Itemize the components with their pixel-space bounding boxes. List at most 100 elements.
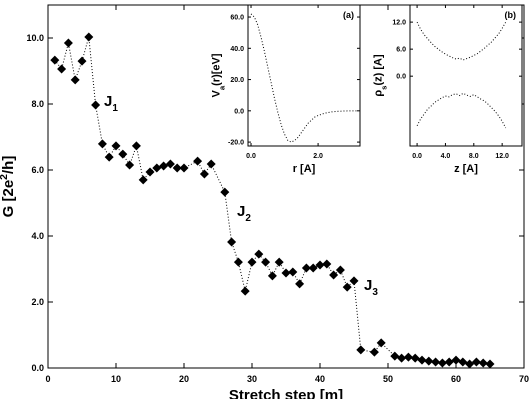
annotation-sub: 3 xyxy=(372,287,378,298)
x-axis-label: z [A] xyxy=(454,163,478,175)
y-axis-label-part: ρ xyxy=(373,90,385,97)
annotation-sub: 1 xyxy=(112,103,118,114)
y-axis-label-part: G [2e xyxy=(0,180,17,218)
y-tick-label: 2.0 xyxy=(31,297,44,307)
y-tick-label: 10.0 xyxy=(26,33,44,43)
data-point xyxy=(125,160,135,170)
data-point xyxy=(349,276,359,286)
annotation: J1 xyxy=(104,93,118,114)
data-point xyxy=(111,141,121,151)
y-tick-label: 0.0 xyxy=(234,108,244,115)
data-point xyxy=(254,249,264,259)
x-tick-label: 60 xyxy=(451,374,461,384)
data-point xyxy=(308,263,318,273)
x-tick-label: 4.0 xyxy=(441,153,451,160)
x-tick-label: 0.0 xyxy=(412,153,422,160)
data-point xyxy=(131,141,141,151)
data-point xyxy=(84,32,94,42)
annotation-text: J xyxy=(364,277,372,294)
y-axis-label: G [2e2/h] xyxy=(0,156,17,218)
data-point xyxy=(227,237,237,247)
data-point xyxy=(322,259,332,269)
data-point xyxy=(397,353,407,363)
x-tick-label: 10 xyxy=(111,374,121,384)
data-point xyxy=(431,357,441,367)
data-point xyxy=(193,156,203,166)
annotation-sub: 2 xyxy=(245,213,251,224)
x-axis-label: Stretch step [m] xyxy=(229,387,343,399)
x-tick-label: 40 xyxy=(315,374,325,384)
x-tick-label: 12.0 xyxy=(495,153,509,160)
y-tick-label: 60.0 xyxy=(230,14,244,21)
data-point xyxy=(417,355,427,365)
data-point xyxy=(356,345,366,355)
y-axis-label: ρs(z) [A] xyxy=(373,54,389,97)
annotation: J2 xyxy=(237,203,251,224)
data-point xyxy=(233,257,243,267)
data-point xyxy=(91,100,101,110)
data-point xyxy=(478,358,488,368)
series-line xyxy=(250,13,359,143)
y-axis-label-part: s xyxy=(379,86,388,90)
data-point xyxy=(118,149,128,159)
y-tick-label: 20.0 xyxy=(230,77,244,84)
x-tick-label: 30 xyxy=(247,374,257,384)
x-tick-label: 8.0 xyxy=(469,153,479,160)
y-axis-label-part: a xyxy=(217,85,226,90)
data-point xyxy=(465,359,475,369)
x-tick-label: 50 xyxy=(383,374,393,384)
data-point xyxy=(329,270,339,280)
data-point xyxy=(390,351,400,361)
data-point xyxy=(376,338,386,348)
data-point xyxy=(240,286,250,296)
data-point xyxy=(451,355,461,365)
x-axis-label: r [A] xyxy=(293,163,316,175)
data-point xyxy=(179,163,189,173)
data-point xyxy=(199,169,209,179)
plot-frame xyxy=(247,4,361,147)
data-point xyxy=(50,55,60,65)
x-tick-label: 0.0 xyxy=(246,153,256,160)
x-tick-label: 20 xyxy=(179,374,189,384)
series-line xyxy=(416,21,507,61)
y-tick-label: 4.0 xyxy=(31,231,44,241)
y-tick-label: 0.0 xyxy=(31,363,44,373)
data-point xyxy=(165,159,175,169)
plot-area xyxy=(410,5,522,146)
annotation-text: J xyxy=(237,203,245,220)
data-point xyxy=(247,257,257,267)
data-point xyxy=(159,161,169,171)
x-tick-label: 70 xyxy=(519,374,529,384)
data-point xyxy=(63,38,73,48)
data-point xyxy=(57,64,67,74)
y-axis-label-part: (r)[eV] xyxy=(211,53,223,86)
data-point xyxy=(437,358,447,368)
annotation-text: J xyxy=(104,93,112,110)
data-point xyxy=(70,75,80,85)
panel-label: (a) xyxy=(343,10,354,20)
y-axis-label-part: /h] xyxy=(0,156,17,174)
y-tick-label: 6.0 xyxy=(31,165,44,175)
data-point xyxy=(369,347,379,357)
data-point xyxy=(281,268,291,278)
annotation: J3 xyxy=(364,277,378,298)
y-axis-label: Va(r)[eV] xyxy=(211,53,227,97)
data-point xyxy=(97,139,107,149)
data-point xyxy=(444,357,454,367)
data-point xyxy=(138,175,148,185)
data-point xyxy=(424,356,434,366)
data-point xyxy=(104,152,114,162)
data-point xyxy=(145,167,155,177)
y-tick-label: 40.0 xyxy=(230,46,244,53)
data-point xyxy=(335,265,345,275)
y-axis-label-part: V xyxy=(211,90,223,98)
data-point xyxy=(152,163,162,173)
x-tick-label: 0 xyxy=(45,374,50,384)
data-point xyxy=(471,357,481,367)
panel-label: (b) xyxy=(505,10,517,20)
y-tick-label: 6.0 xyxy=(396,47,406,54)
data-point xyxy=(458,357,468,367)
y-tick-label: 12.0 xyxy=(392,20,406,27)
